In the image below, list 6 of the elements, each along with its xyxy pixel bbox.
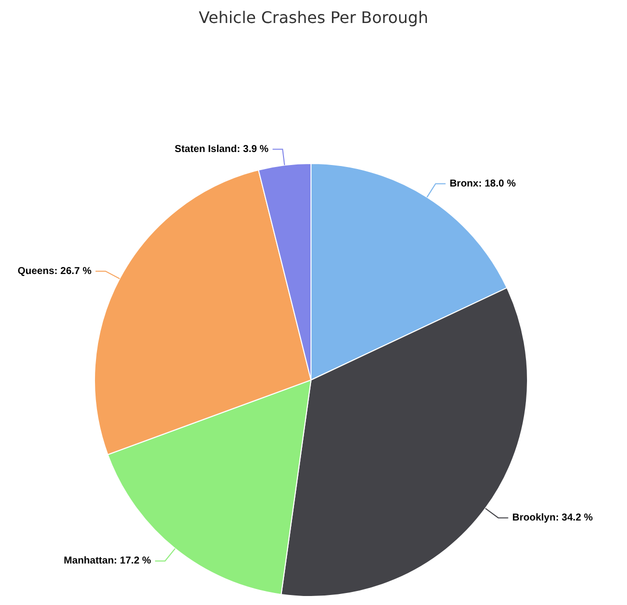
chart-title: Vehicle Crashes Per Borough	[198, 8, 428, 28]
slice-label: Brooklyn: 34.2 %	[512, 512, 593, 524]
slice-label: Queens: 26.7 %	[18, 266, 92, 277]
slice-label: Staten Island: 3.9 %	[174, 144, 269, 155]
slice-label: Bronx: 18.0 %	[450, 178, 516, 190]
slice-label: Manhattan: 17.2 %	[64, 556, 152, 567]
